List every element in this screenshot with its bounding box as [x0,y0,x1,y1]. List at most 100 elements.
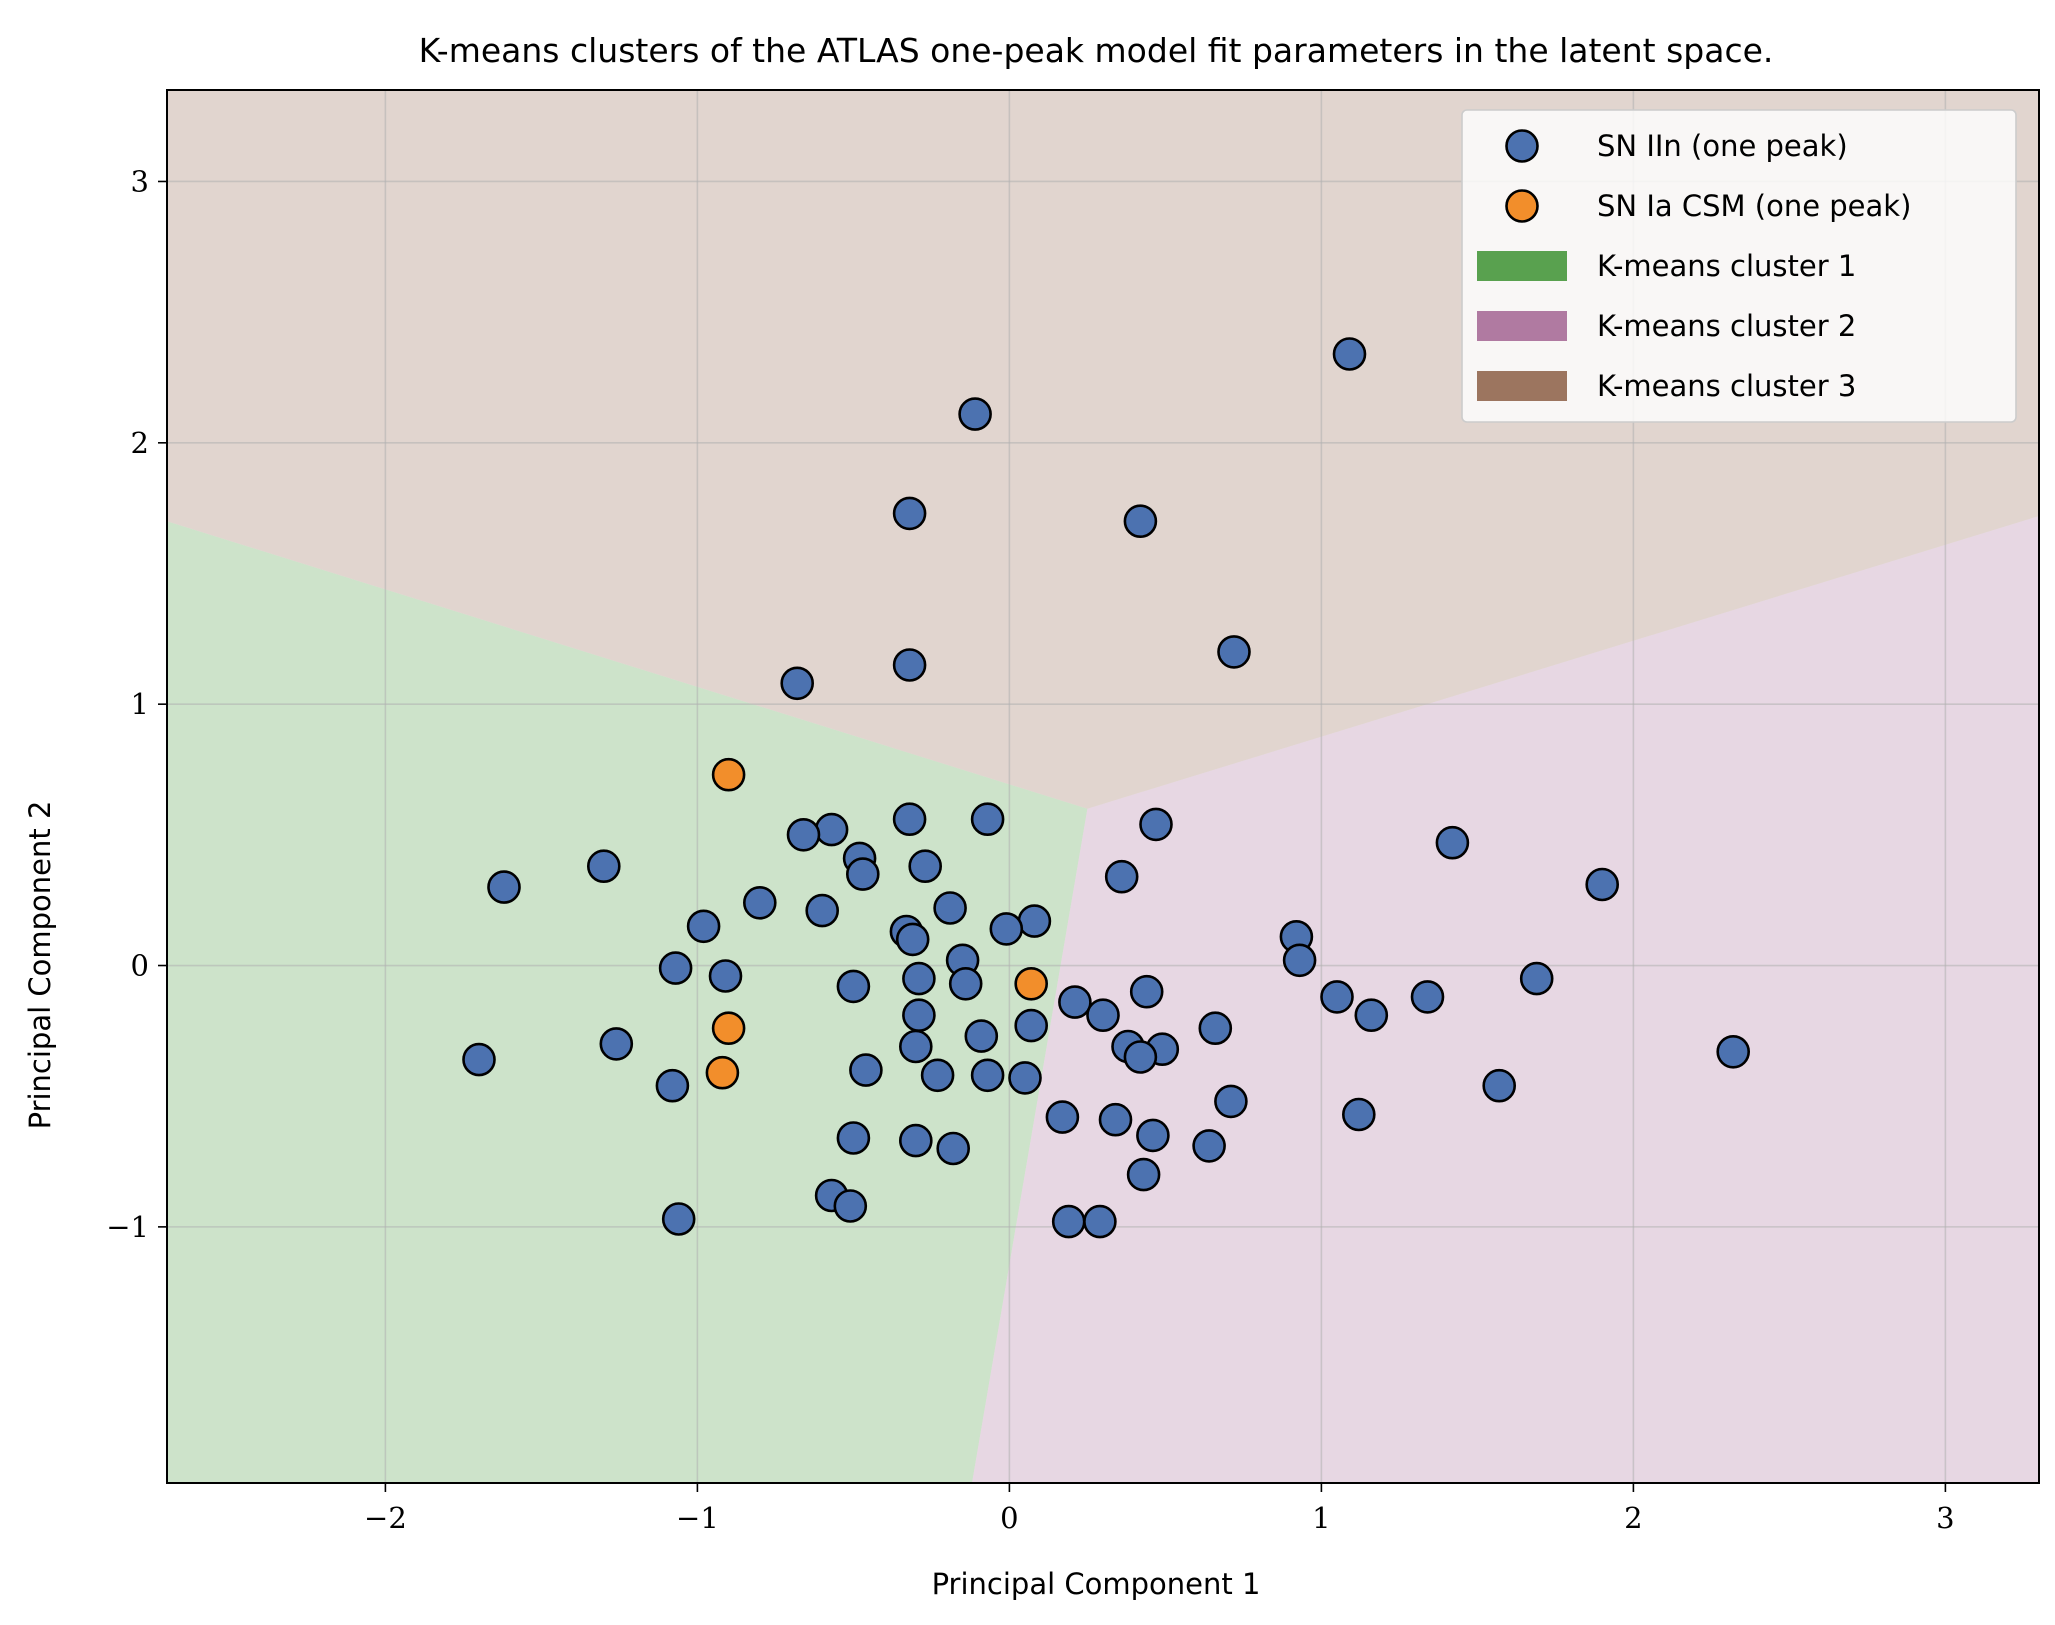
data-point-series-1 [686,909,721,944]
data-point-series-2 [711,1011,746,1045]
legend-label-1: SN IIn (one peak) [1597,129,1848,163]
data-point-series-1 [1098,1102,1133,1137]
data-point-series-1 [833,1189,868,1223]
data-point-series-1 [1192,1129,1226,1163]
data-point-series-1 [836,1121,871,1155]
data-point-series-1 [936,1131,971,1166]
data-point-series-1 [1129,974,1164,1009]
cluster-region-1 [167,521,1088,1483]
legend-swatch-3 [1477,251,1567,281]
x-tick-label: 0 [1000,1501,1018,1535]
data-point-series-1 [1051,1204,1086,1239]
data-point-series-1 [1123,504,1158,539]
x-axis-label: Principal Component 1 [932,1567,1261,1601]
data-point-series-1 [1198,1011,1233,1045]
data-point-series-1 [849,1053,883,1087]
data-point-series-1 [1123,1040,1158,1074]
legend-swatch-4 [1477,311,1567,341]
data-point-series-1 [902,998,936,1033]
data-point-series-1 [1083,1204,1117,1239]
data-point-series-1 [1086,998,1120,1033]
data-point-series-1 [786,817,821,852]
data-point-series-1 [708,959,743,993]
data-point-series-1 [658,951,693,985]
data-point-series-1 [805,893,840,928]
x-tick-label: 1 [1312,1501,1330,1535]
data-point-series-1 [661,1202,696,1236]
data-point-series-1 [1342,1097,1376,1132]
data-point-series-1 [1435,825,1470,860]
plot-area: −2 −1 0 1 2 3 −1 0 1 2 3 SN IIn (one peak) SN Ia CSM… [106,89,2040,1535]
data-point-series-2 [705,1055,740,1090]
x-tick-label: 3 [1936,1501,1954,1535]
legend-label-2: SN Ia CSM (one peak) [1597,189,1911,223]
y-tick-label: 0 [131,949,149,983]
data-point-series-1 [845,857,880,891]
legend-marker-1 [1505,129,1539,163]
legend-label-5: K-means cluster 3 [1597,369,1856,403]
data-point-series-1 [1126,1157,1161,1192]
data-point-series-1 [1585,867,1619,902]
data-point-series-1 [1354,998,1389,1033]
data-point-series-1 [586,849,621,884]
data-point-series-1 [1104,859,1139,894]
plot-frame [166,89,2040,1484]
data-point-series-1 [970,802,1005,837]
data-point-series-1 [948,966,983,1001]
data-point-series-1 [1045,1100,1080,1134]
data-point-series-1 [892,496,927,531]
data-point-series-1 [1282,943,1317,978]
legend-label-4: K-means cluster 2 [1597,309,1856,343]
chart-title: K-means clusters of the ATLAS one-peak m… [419,31,1774,70]
data-point-series-1 [1320,980,1354,1014]
data-point-series-1 [898,1123,933,1158]
cluster-region-2 [972,516,2039,1483]
y-tick-label: −1 [106,1210,149,1244]
data-point-series-1 [1482,1068,1516,1103]
y-axis-label: Principal Component 2 [23,801,57,1130]
data-point-series-1 [920,1058,955,1093]
data-point-series-1 [892,648,927,682]
data-point-series-1 [1716,1035,1750,1069]
data-point-series-1 [958,397,992,431]
data-point-series-1 [970,1058,1005,1093]
data-point-series-1 [462,1042,496,1077]
legend-marker-2 [1505,189,1539,223]
data-point-series-1 [1410,980,1445,1014]
data-point-series-1 [1008,1061,1042,1095]
y-tick-label: 3 [131,164,149,198]
data-point-series-1 [599,1027,634,1061]
data-point-series-1 [902,961,936,996]
data-point-series-2 [1014,966,1048,1001]
data-point-series-1 [836,969,871,1004]
y-tick-label: 2 [131,426,149,460]
y-tick-label: 1 [131,687,149,721]
legend-box [1461,109,2017,423]
data-point-series-1 [1214,1084,1248,1119]
x-tick-label: 2 [1624,1501,1642,1535]
data-point-series-1 [487,870,521,904]
data-point-series-1 [1332,337,1367,371]
data-point-series-1 [780,666,815,701]
data-point-series-1 [742,885,777,920]
data-point-series-1 [1014,1008,1048,1043]
data-point-series-1 [1519,961,1554,996]
data-point-series-1 [895,922,930,957]
data-point-series-1 [1136,1118,1170,1153]
data-point-series-1 [1017,904,1052,938]
data-point-series-1 [1217,635,1251,669]
x-tick-label: −1 [676,1501,719,1535]
data-point-series-1 [964,1019,999,1053]
data-point-series-1 [1058,985,1092,1019]
data-point-series-1 [908,849,943,884]
legend-label-3: K-means cluster 1 [1597,249,1856,283]
legend-swatch-5 [1477,371,1567,401]
x-tick-label: −2 [364,1501,407,1535]
data-point-series-1 [655,1068,690,1103]
data-point-series-2 [711,757,746,792]
data-point-series-1 [814,812,849,847]
data-point-series-1 [898,1029,933,1064]
data-point-series-1 [892,802,927,837]
data-point-series-1 [1139,807,1173,842]
